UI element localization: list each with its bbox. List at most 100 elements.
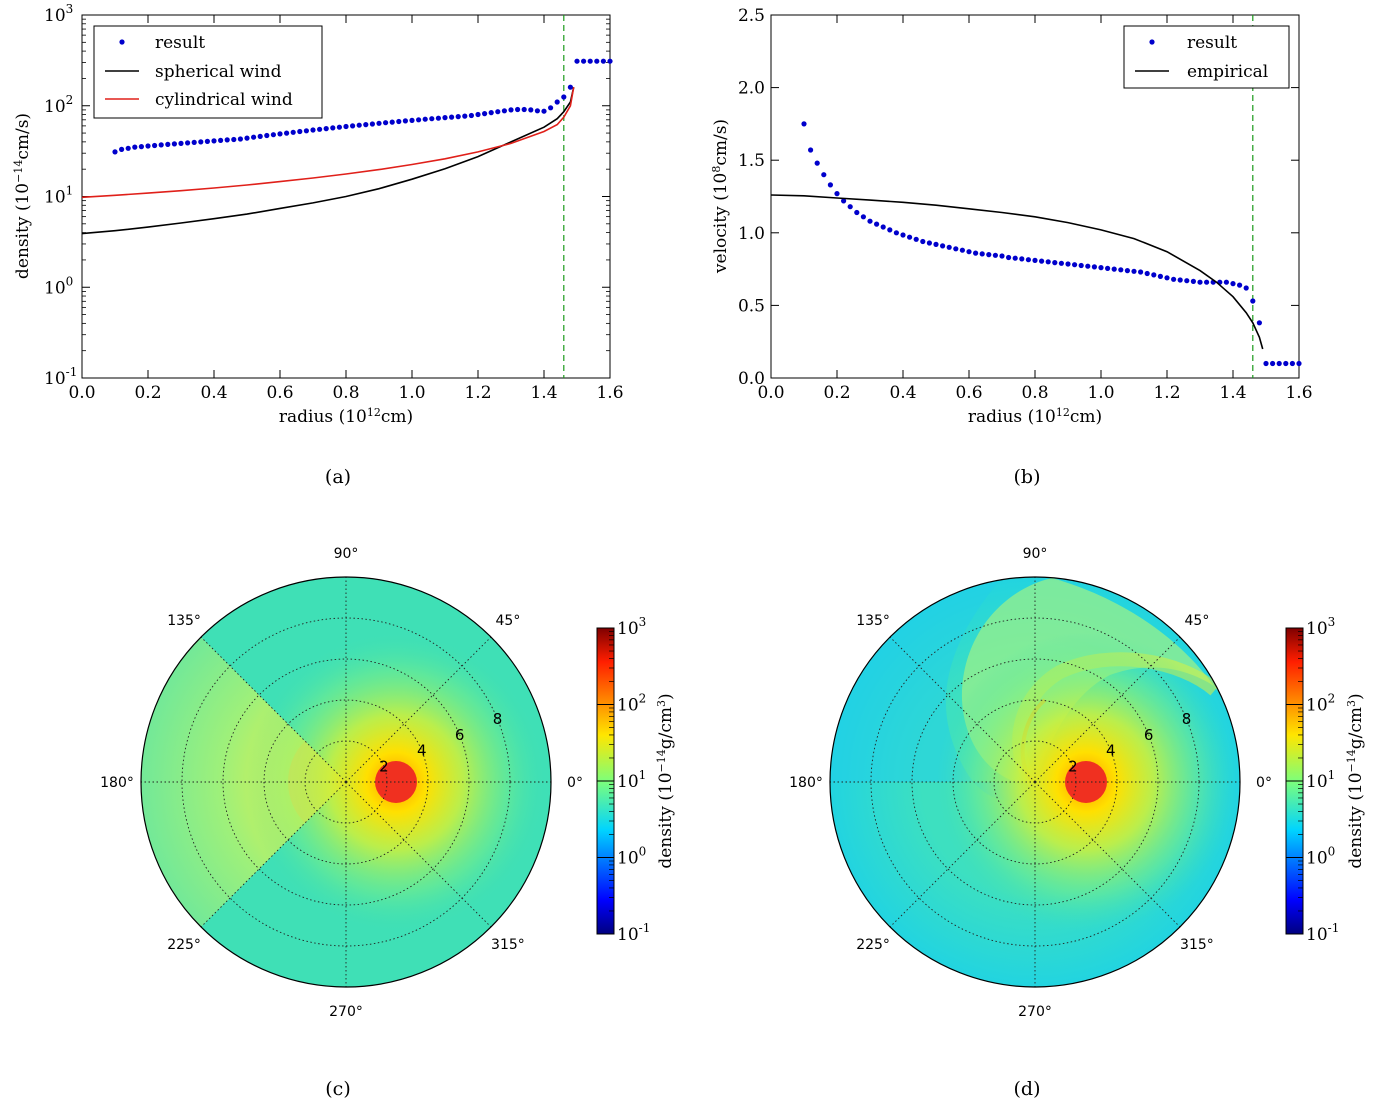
data-point-result: [1243, 285, 1249, 291]
data-point-result: [125, 145, 131, 151]
radial-gridline: [222, 658, 470, 906]
data-point-result: [290, 129, 296, 135]
data-point-result: [1045, 259, 1051, 265]
data-point-result: [198, 139, 204, 145]
data-point-result: [218, 137, 224, 143]
data-point-result: [1025, 257, 1031, 263]
data-point-result: [926, 240, 933, 246]
data-point-result: [389, 119, 395, 125]
data-point-result: [821, 172, 827, 178]
data-point-result: [1032, 257, 1038, 263]
data-point-result: [323, 126, 329, 132]
data-point-result: [1289, 360, 1295, 367]
data-point-result: [913, 236, 919, 242]
radial-gridline: [911, 658, 1159, 906]
data-point-result: [940, 243, 946, 249]
data-point-result: [442, 115, 448, 121]
data-point-result: [165, 141, 171, 147]
data-point-result: [138, 144, 144, 150]
axis-ticks: 0.0 0.2 0.4 0.6 0.8 1.0 1.2 1.4 1.6 10-1 100 101 102…: [44, 2, 624, 403]
data-point-result: [887, 227, 893, 233]
angle-label: 315°: [1180, 937, 1214, 953]
angle-label: 225°: [167, 937, 201, 953]
data-point-result: [933, 241, 939, 247]
data-point-result: [1006, 254, 1012, 261]
x-tick-label: 0.2: [823, 383, 850, 403]
data-point-result: [152, 142, 158, 149]
legend-label-result: result: [155, 33, 205, 53]
angle-label: 180°: [100, 775, 134, 791]
data-point-result: [979, 251, 985, 257]
angle-label: 315°: [491, 937, 525, 953]
panel-label: (d): [1014, 1078, 1041, 1100]
radial-gridline: [263, 699, 429, 865]
series-line-cylindrical-wind: [81, 87, 575, 199]
data-point-result: [1157, 273, 1163, 279]
radial-tick-label: 6: [455, 726, 465, 744]
panel-b-velocity-profile: 0.0 0.2 0.4 0.6 0.8 1.0 1.2 1.4 1.6 0.0 0.5 1.0 1.5 2…: [710, 6, 1313, 488]
data-point-result: [814, 160, 820, 166]
colorbar-label: density (10−14g/cm3): [1345, 693, 1366, 868]
data-point-result: [1197, 279, 1203, 285]
data-point-result: [854, 209, 860, 216]
data-point-result: [1078, 262, 1084, 269]
data-point-result: [462, 113, 468, 119]
upper-left-low-density: [830, 580, 1035, 801]
y-tick-label: 100: [44, 274, 73, 298]
data-point-result: [581, 58, 587, 64]
data-series: [770, 121, 1302, 367]
data-point-result: [521, 106, 527, 113]
angle-label: 180°: [789, 775, 823, 791]
data-point-result: [191, 139, 197, 145]
data-point-result: [874, 221, 880, 227]
angle-label: 135°: [167, 613, 201, 629]
legend-marker-result: [1149, 39, 1155, 45]
legend: result spherical wind cylindrical wind: [93, 25, 323, 119]
data-point-result: [834, 191, 840, 197]
data-point-result: [383, 120, 389, 126]
x-axis-label: radius (1012cm): [279, 406, 413, 427]
radial-tick-label: 8: [1182, 710, 1192, 728]
x-tick-label: 0.8: [1021, 383, 1048, 403]
data-point-result: [1098, 265, 1104, 271]
data-point-result: [244, 135, 250, 141]
data-point-result: [251, 134, 257, 140]
x-tick-label: 1.4: [530, 383, 557, 403]
data-point-result: [541, 108, 547, 114]
data-point-result: [488, 110, 494, 116]
polar-frame: [140, 576, 552, 988]
x-tick-label: 1.0: [1087, 383, 1114, 403]
angle-label: 45°: [1185, 613, 1210, 629]
colorbar-tick-label: 100: [1306, 845, 1335, 869]
data-point-result: [1237, 282, 1243, 288]
density-wedge: [141, 637, 346, 927]
legend: result empirical: [1123, 25, 1290, 89]
data-point-result: [495, 109, 501, 115]
panel-label: (b): [1014, 466, 1041, 488]
series-line-empirical: [770, 194, 1264, 350]
data-point-result: [880, 224, 886, 230]
data-point-result: [376, 120, 382, 126]
data-point-result: [827, 182, 834, 188]
angle-label: 90°: [334, 546, 359, 562]
data-point-result: [1039, 258, 1045, 264]
y-tick-label: 2.0: [738, 79, 765, 99]
x-axis-label: radius (1012cm): [968, 406, 1102, 427]
y-tick-label: 103: [44, 2, 73, 26]
data-point-result: [1019, 256, 1025, 262]
colorbar-tick-label: 10-1: [617, 921, 650, 945]
legend-label-empirical: empirical: [1187, 62, 1268, 82]
data-point-result: [801, 121, 807, 127]
data-point-result: [847, 204, 853, 210]
data-point-result: [1052, 260, 1058, 266]
y-tick-label: 101: [44, 184, 73, 208]
data-point-result: [429, 116, 435, 122]
data-point-result: [158, 142, 164, 148]
x-tick-label: 0.6: [955, 383, 982, 403]
data-point-result: [1151, 272, 1157, 278]
data-point-result: [112, 149, 118, 155]
data-point-result: [204, 138, 210, 144]
data-point-result: [1105, 265, 1111, 271]
